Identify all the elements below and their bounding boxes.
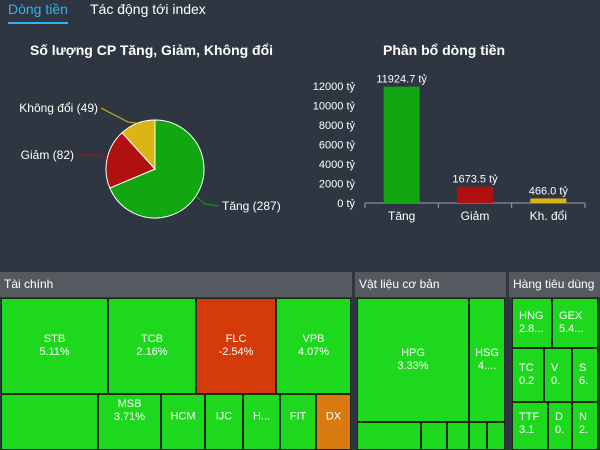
pie-chart-title: Số lượng CP Tăng, Giảm, Không đổi: [30, 42, 274, 58]
heatmap-cell-msb[interactable]: MSB 3.71%: [98, 394, 161, 450]
sector-header-vat-lieu-co-ban[interactable]: Vật liệu cơ bản: [355, 272, 506, 297]
cell-change: 3.1: [519, 423, 535, 436]
pie-slice-label: Tăng (287): [222, 199, 281, 213]
heatmap-cell-unlabeled[interactable]: [357, 422, 421, 450]
cell-ticker: MSB: [117, 398, 142, 411]
heatmap-cell-stb[interactable]: STB 5.11%: [1, 298, 108, 394]
cell-ticker: N: [579, 410, 587, 423]
cell-change: -2.54%: [218, 346, 254, 358]
cell-ticker: FIT: [289, 410, 307, 423]
bar-data-label: 11924.7 tỷ: [376, 74, 427, 86]
pie-label-connector: [195, 195, 220, 207]
cell-ticker: STB: [43, 333, 66, 345]
y-tick-label: 4000 tỷ: [319, 159, 356, 171]
cell-ticker: D: [555, 410, 563, 423]
heatmap-cell-hng[interactable]: HNG 2.8...: [512, 298, 552, 348]
bar-chart-title: Phân bổ dòng tiền: [383, 42, 506, 58]
cell-ticker: GEX: [559, 310, 583, 322]
cell-change: 3.71%: [113, 411, 146, 424]
y-tick-label: 12000 tỷ: [313, 81, 356, 93]
heatmap-cell-v[interactable]: V 0.: [544, 348, 572, 402]
sector-header-tai-chinh[interactable]: Tài chính: [0, 272, 352, 297]
cell-change: 4....: [477, 360, 497, 372]
cell-change: 2.16%: [136, 346, 168, 358]
tab-dong-tien[interactable]: Dòng tiền: [8, 0, 68, 24]
heatmap-cell-tc[interactable]: TC 0.2: [512, 348, 544, 402]
sector-header-hang-tieu-dung[interactable]: Hàng tiêu dùng: [509, 272, 600, 297]
heatmap-cell-d[interactable]: D 0.: [548, 402, 572, 450]
cell-change: 0.: [551, 375, 561, 387]
heatmap-cell-dx[interactable]: DX: [316, 394, 351, 450]
bar-data-label: 1673.5 tỷ: [452, 174, 498, 186]
heatmap-cell-unlabeled[interactable]: [447, 422, 469, 450]
heatmap-cell-hcm[interactable]: HCM: [161, 394, 205, 450]
x-category-label: Kh. đổi: [530, 209, 567, 223]
cell-ticker: DX: [325, 410, 342, 423]
y-tick-label: 8000 tỷ: [319, 120, 356, 132]
cell-change: 2.: [579, 423, 589, 436]
cell-change: 3.33%: [397, 360, 429, 372]
cell-ticker: HCM: [170, 410, 196, 423]
cell-ticker: HNG: [519, 310, 544, 322]
heatmap-cell-unlabeled[interactable]: [469, 422, 487, 450]
bar-kh-doi[interactable]: [530, 198, 567, 203]
pie-slice-khong-doi[interactable]: [121, 119, 156, 171]
x-category-label: Tăng: [388, 209, 415, 223]
heatmap-cell-n[interactable]: N 2.: [572, 402, 598, 450]
cell-change: 5.4...: [559, 323, 584, 335]
heatmap-cell-gex[interactable]: GEX 5.4...: [552, 298, 598, 348]
pie-slice-giam[interactable]: [105, 131, 156, 189]
cell-ticker: TTF: [519, 410, 540, 423]
cell-change: 6.: [579, 375, 589, 387]
cell-ticker: TCB: [141, 333, 163, 345]
cell-change: 0.2: [519, 375, 535, 387]
heatmap-cell-fit[interactable]: FIT: [280, 394, 316, 450]
cell-ticker: IJC: [215, 410, 233, 423]
cell-change: 0.: [555, 423, 565, 436]
bar-chart: 0 tỷ 2000 tỷ 4000 tỷ 6000 tỷ 8000 tỷ 10000 tỷ…: [313, 74, 586, 223]
cell-change: 4.07%: [297, 346, 330, 358]
heatmap-cell-vpb[interactable]: VPB 4.07%: [276, 298, 351, 394]
pie-slice-label: Giảm (82): [21, 148, 74, 162]
cell-ticker: HSG: [475, 347, 499, 359]
heatmap-cell-flc[interactable]: FLC -2.54%: [196, 298, 276, 394]
bar-giam[interactable]: [457, 186, 493, 203]
cell-ticker: HPG: [401, 347, 425, 359]
heatmap-cell-ttf[interactable]: TTF 3.1: [512, 402, 548, 450]
tab-bar: Dòng tiền Tác động tới index: [0, 0, 600, 24]
cell-change: 2.8...: [519, 323, 544, 335]
heatmap-cell-unlabeled[interactable]: [1, 394, 98, 450]
heatmap-cell-unlabeled[interactable]: [421, 422, 447, 450]
cell-change: 5.11%: [39, 346, 70, 358]
pie-label-connector: [100, 107, 138, 124]
heatmap-cell-hsg[interactable]: HSG 4....: [469, 298, 505, 422]
tab-tac-dong-toi-index[interactable]: Tác động tới index: [90, 1, 206, 17]
heatmap-cell-hpg[interactable]: HPG 3.33%: [357, 298, 469, 422]
bar-data-label: 466.0 tỷ: [529, 185, 569, 197]
cell-ticker: S: [579, 362, 587, 374]
y-tick-label: 10000 tỷ: [313, 101, 356, 113]
cell-ticker: V: [551, 362, 559, 374]
heatmap-cell-ijc[interactable]: IJC: [205, 394, 243, 450]
sector-heatmap: Tài chính Vật liệu cơ bản Hàng tiêu dùng…: [0, 272, 600, 450]
heatmap-cell-tcb[interactable]: TCB 2.16%: [108, 298, 196, 394]
cell-ticker: FLC: [225, 333, 247, 345]
pie-label-connector: [77, 154, 108, 159]
y-tick-label: 2000 tỷ: [319, 179, 356, 191]
y-tick-label: 0 tỷ: [337, 198, 355, 210]
pie-slice-tang[interactable]: [109, 119, 205, 219]
cell-ticker: H...: [252, 410, 271, 423]
bar-tang[interactable]: [383, 86, 420, 203]
heatmap-cell-unlabeled[interactable]: [487, 422, 505, 450]
heatmap-cell-h[interactable]: H...: [243, 394, 280, 450]
y-tick-label: 6000 tỷ: [319, 140, 356, 152]
x-category-label: Giảm: [461, 209, 490, 223]
pie-chart: Tăng (287) Giảm (82) Không đổi (49): [19, 101, 281, 219]
cell-ticker: VPB: [302, 333, 325, 345]
cell-ticker: TC: [519, 362, 534, 374]
heatmap-cell-s[interactable]: S 6.: [572, 348, 598, 402]
pie-slice-label: Không đổi (49): [19, 101, 98, 115]
